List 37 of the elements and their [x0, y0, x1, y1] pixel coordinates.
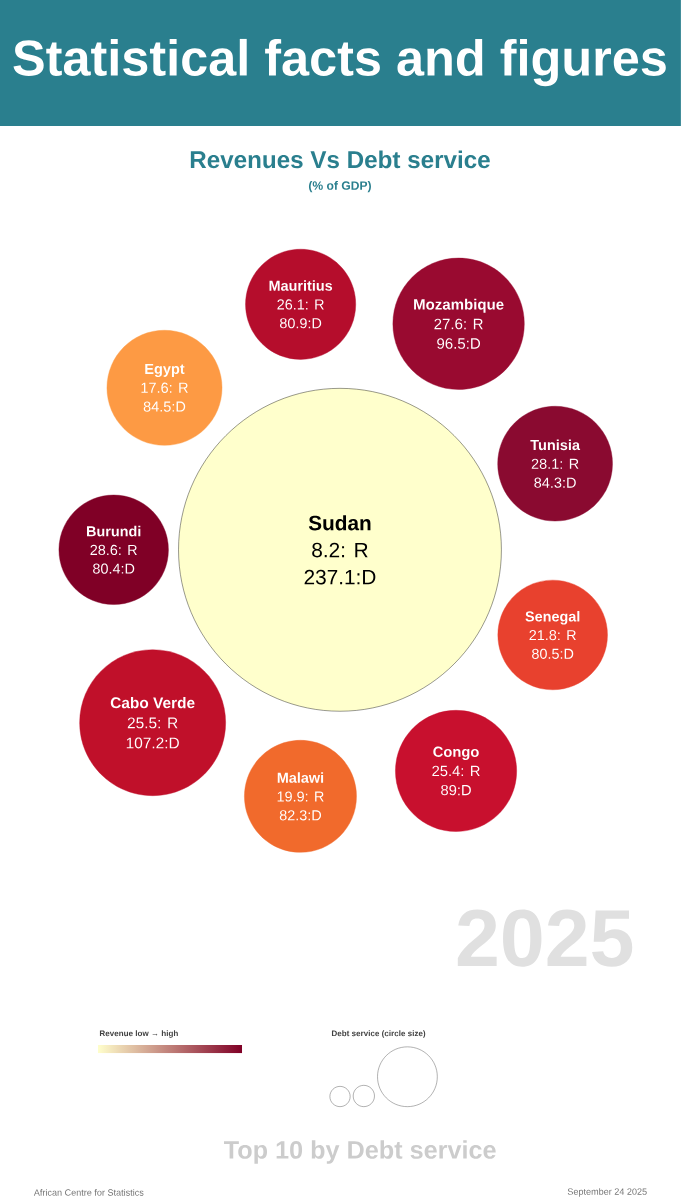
data-label: 28.6: R: [90, 544, 137, 556]
data-label: 89:D: [441, 784, 471, 796]
text: September 24 2025: [567, 1188, 647, 1197]
data-label: 25.4: R: [432, 765, 480, 777]
category-label: Malawi: [277, 772, 324, 783]
category-label: Cabo Verde: [110, 696, 195, 709]
data-label: 26.1: R: [277, 299, 324, 310]
category-label: Mozambique: [414, 298, 504, 313]
color-bar-title: Revenue low → high: [99, 1030, 178, 1038]
data-label: 8.2: R: [312, 542, 368, 558]
category-label: Sudan: [308, 515, 371, 531]
data-label: 82.3:D: [279, 810, 322, 821]
data-label: 25.5: R: [127, 717, 178, 729]
data-label: 28.1: R: [531, 458, 579, 469]
category-label: Senegal: [525, 610, 580, 625]
data-label: 107.2:D: [126, 737, 179, 749]
category-label: Egypt: [145, 363, 185, 377]
text: Statistical facts and figures: [13, 38, 666, 87]
category-label: Congo: [433, 746, 479, 760]
text: African Centre for Statistics: [33, 1189, 144, 1196]
data-label: 84.5:D: [143, 401, 186, 412]
legend-title: Debt service (circle size): [332, 1030, 426, 1038]
data-label: 237.1:D: [304, 569, 376, 585]
category-label: Tunisia: [530, 439, 581, 451]
data-label: 96.5:D: [437, 338, 481, 349]
data-label: 80.4:D: [93, 563, 135, 574]
data-label: 80.9:D: [280, 318, 322, 329]
text: Revenues Vs Debt service: [190, 150, 490, 169]
data-label: 19.9: R: [277, 791, 324, 802]
category-label: Mauritius: [269, 280, 333, 291]
data-label: 27.6: R: [434, 318, 483, 330]
category-label: Burundi: [87, 525, 141, 537]
data-label: 21.8: R: [529, 630, 576, 641]
data-label: 17.6: R: [141, 382, 188, 393]
text: (% of GDP): [308, 180, 371, 193]
data-label: 84.3:D: [534, 477, 576, 488]
data-label: 80.5:D: [532, 648, 574, 659]
